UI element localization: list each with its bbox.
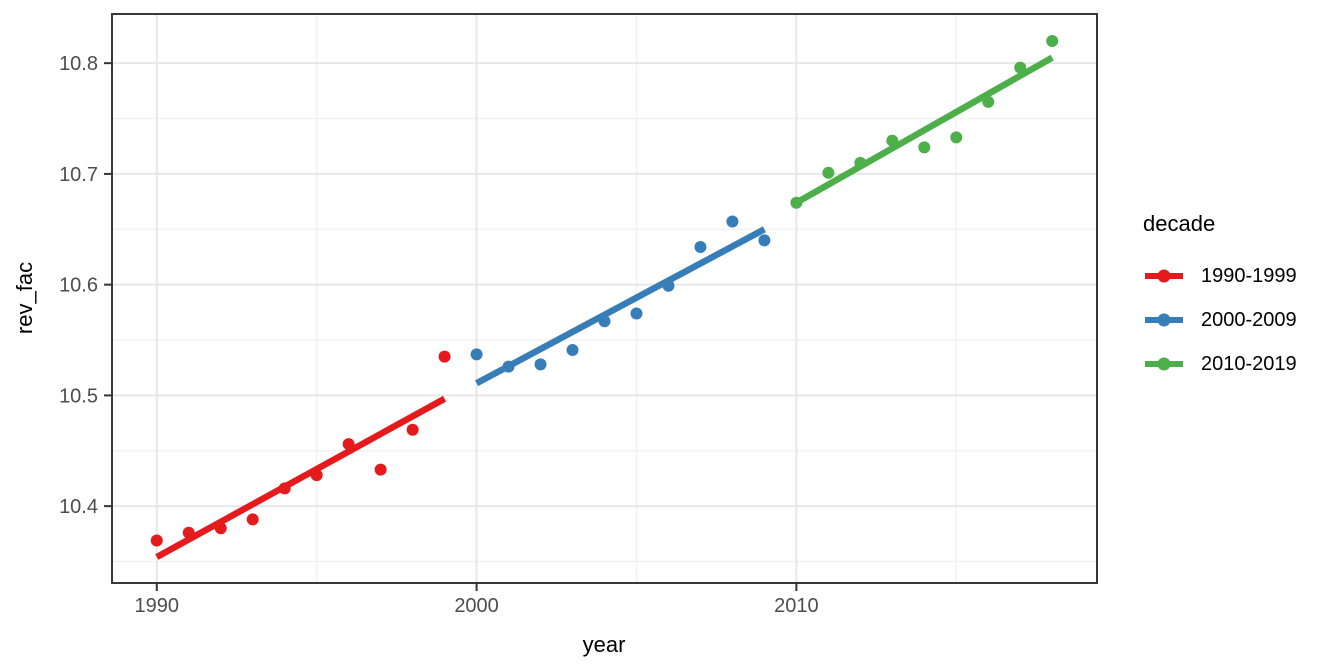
trend-line [794,54,1054,206]
legend-items: 1990-1999 2000-2009 2010-2019 [1143,261,1297,379]
legend-item: 2010-2019 [1143,349,1297,379]
data-point [470,348,483,361]
legend-key-icon [1145,269,1183,283]
legend-key-icon [1145,313,1183,327]
data-point [374,463,387,476]
data-point [822,166,835,179]
x-tick-label: 1990 [135,595,180,617]
y-tick-label: 10.6 [59,275,98,297]
data-point [950,131,963,144]
legend-key-dot [1157,269,1171,283]
data-point [566,343,579,356]
legend-key-dot [1157,313,1171,327]
data-point [246,513,259,526]
y-axis-title: rev_fac [12,261,37,335]
y-tick-label: 10.4 [59,496,98,518]
data-point [438,350,451,363]
x-tick-label: 2010 [774,595,819,617]
data-point [726,215,739,228]
y-tick-label: 10.7 [59,164,98,186]
data-point [150,534,163,547]
data-point [918,141,931,154]
data-point [758,234,771,247]
y-tick-label: 10.8 [59,53,98,75]
legend-title: decade [1143,211,1216,236]
legend-key-dot [1157,357,1171,371]
legend-key-icon [1145,357,1183,371]
legend-item-label: 2000-2009 [1201,308,1297,331]
trend-line [475,226,766,387]
legend-item-label: 1990-1999 [1201,264,1297,287]
legend: decade 1990-1999 2000-2009 2010-2019 [1143,211,1297,379]
data-point [1046,35,1059,48]
data-point [694,241,707,254]
data-point [406,423,419,436]
x-axis-title: year [582,632,626,657]
y-tick-label: 10.5 [59,385,98,407]
legend-item-label: 2010-2019 [1201,352,1297,375]
x-tick-label: 2000 [454,595,499,617]
legend-item: 1990-1999 [1143,261,1297,291]
panel-border [111,13,1098,584]
data-point [534,358,547,371]
legend-item: 2000-2009 [1143,305,1297,335]
trend-line [155,395,447,560]
data-point [630,307,643,320]
